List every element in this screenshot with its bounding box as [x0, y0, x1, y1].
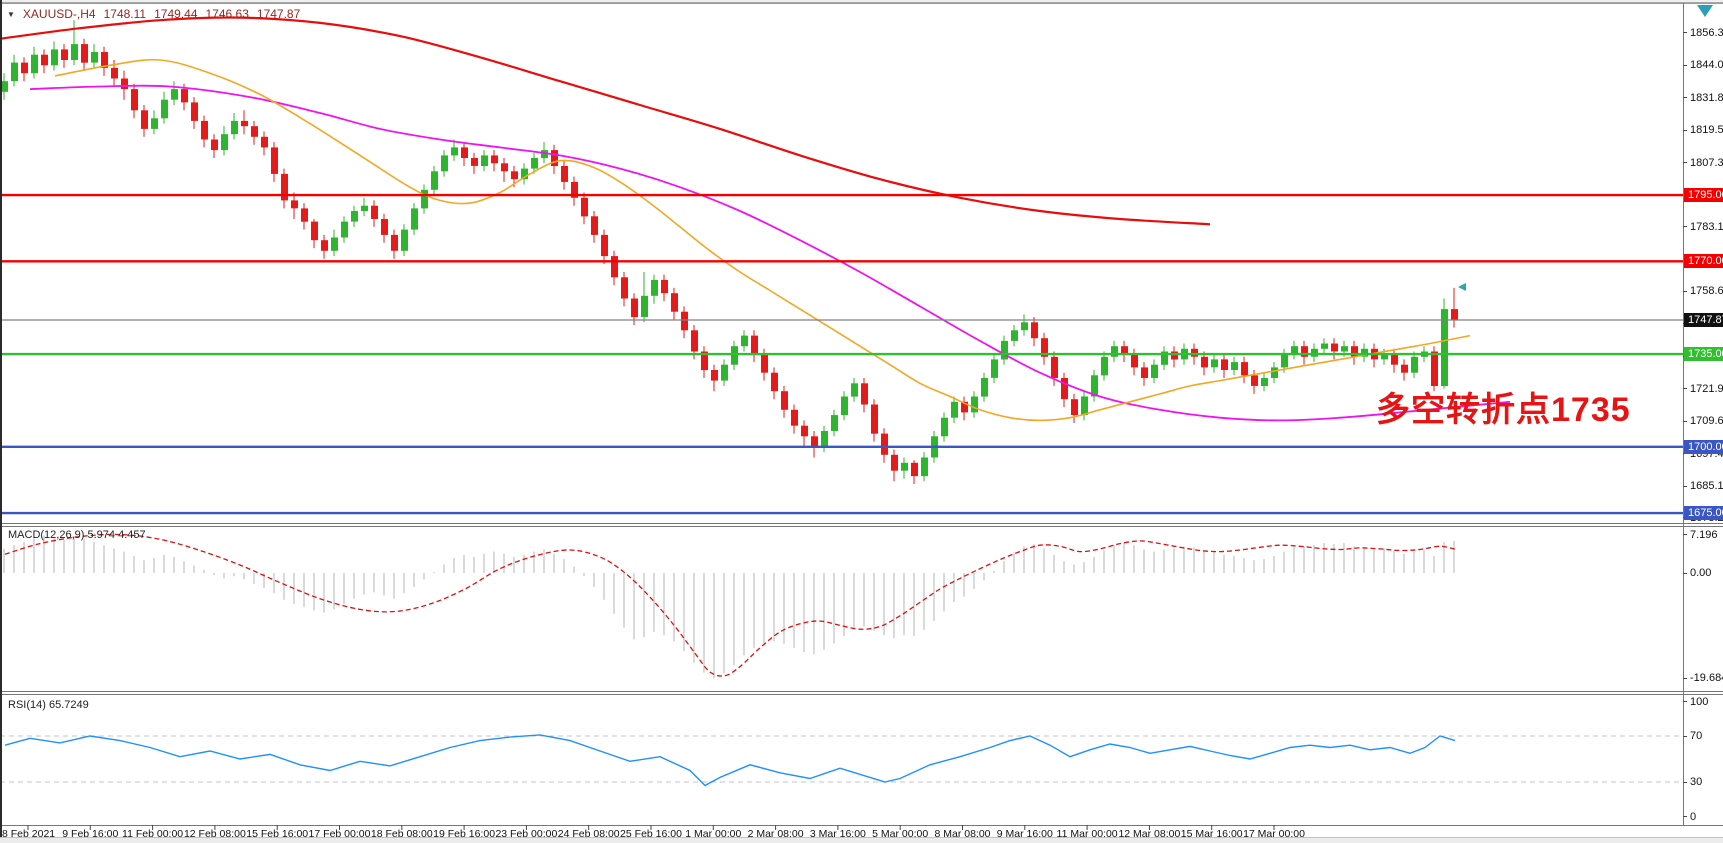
price-axis-tick: [1683, 388, 1687, 390]
macd-signal-line: [4, 533, 1456, 677]
rsi-axis-label: 70: [1690, 730, 1703, 742]
rsi-panel[interactable]: [0, 734, 1683, 787]
ohlc-low: 1746.63: [205, 7, 249, 21]
macd-indicator-label: MACD(12,26,9) 5.974 4.457: [8, 529, 146, 541]
price-axis-tick: [1683, 290, 1687, 292]
price-axis-label: 1685.15: [1690, 480, 1723, 493]
price-level-badge: 1700.00: [1684, 439, 1723, 454]
rsi-line: [4, 734, 1456, 787]
dropdown-triangle-icon[interactable]: ▼: [7, 9, 15, 19]
price-axis-tick: [1683, 97, 1687, 99]
macd-axis-label: 7.196: [1690, 528, 1718, 541]
price-axis-tick: [1683, 162, 1687, 163]
price-level-badge: 1675.00: [1684, 506, 1723, 521]
rsi-indicator-label: RSI(14) 65.7249: [8, 699, 89, 711]
ohlc-close: 1747.87: [256, 7, 301, 21]
rsi-axis-label: 100: [1690, 695, 1709, 708]
window-left-edge: [0, 0, 2, 843]
macd-axis-label: 0.00: [1690, 567, 1712, 579]
rsi-axis-label: 30: [1690, 776, 1703, 788]
chart-ohlc-header: ▼ XAUUSD-,H4 1748.11 1749.44 1746.63 174…: [7, 7, 302, 21]
price-axis-tick: [1683, 64, 1687, 66]
price-level-badge: 1747.87: [1684, 313, 1723, 327]
candlestick-series: [1, 20, 1458, 484]
price-axis-tick: [1683, 420, 1687, 422]
ma-orange-line: [54, 58, 1471, 422]
price-pointer-icon: [1458, 283, 1466, 291]
price-level-badge: 1770.00: [1684, 254, 1723, 269]
rsi-axis-label: 0: [1690, 810, 1697, 823]
ohlc-open: 1748.11: [103, 7, 147, 21]
price-axis-label: 1844.05: [1690, 59, 1723, 72]
price-axis-tick: [1683, 32, 1687, 34]
window-bottom-edge: [0, 837, 1723, 843]
rsi-axis-tick: [1683, 816, 1687, 817]
chart-annotation-text: 多空转折点1735: [1376, 391, 1631, 429]
price-axis-label: 1783.15: [1690, 220, 1723, 233]
macd-axis-tick: [1683, 534, 1687, 535]
panel-frame: [0, 3, 1723, 826]
price-axis-label: 1721.90: [1690, 382, 1723, 395]
macd-axis-label: -19.684: [1690, 672, 1723, 685]
ma-magenta-line: [29, 84, 1511, 422]
rsi-axis-tick: [1683, 781, 1687, 783]
rsi-axis-tick: [1683, 735, 1687, 737]
price-axis-label: 1807.30: [1690, 156, 1723, 169]
ohlc-high: 1749.44: [154, 7, 198, 21]
autoscroll-icon[interactable]: [1697, 5, 1713, 17]
price-level-badge: 1795.00: [1684, 188, 1723, 203]
macd-panel[interactable]: [3, 533, 1456, 679]
price-axis-tick: [1683, 485, 1687, 487]
rsi-axis-tick: [1683, 701, 1687, 702]
price-axis-label: 1709.65: [1690, 415, 1723, 428]
price-axis-tick: [1683, 129, 1687, 131]
price-level-badge: 1735.00: [1684, 347, 1723, 362]
price-axis-label: 1831.80: [1690, 91, 1723, 104]
ma-red-line: [0, 16, 1211, 226]
price-axis-label: 1819.55: [1690, 124, 1723, 137]
macd-axis-tick: [1683, 572, 1687, 574]
macd-axis-tick: [1683, 677, 1687, 679]
price-axis-label: 1758.65: [1690, 285, 1723, 298]
price-axis-label: 1856.30: [1690, 26, 1723, 39]
price-axis-tick: [1683, 226, 1687, 227]
window-top-edge: [0, 0, 1723, 3]
symbol-period: XAUUSD-,H4: [22, 7, 96, 21]
